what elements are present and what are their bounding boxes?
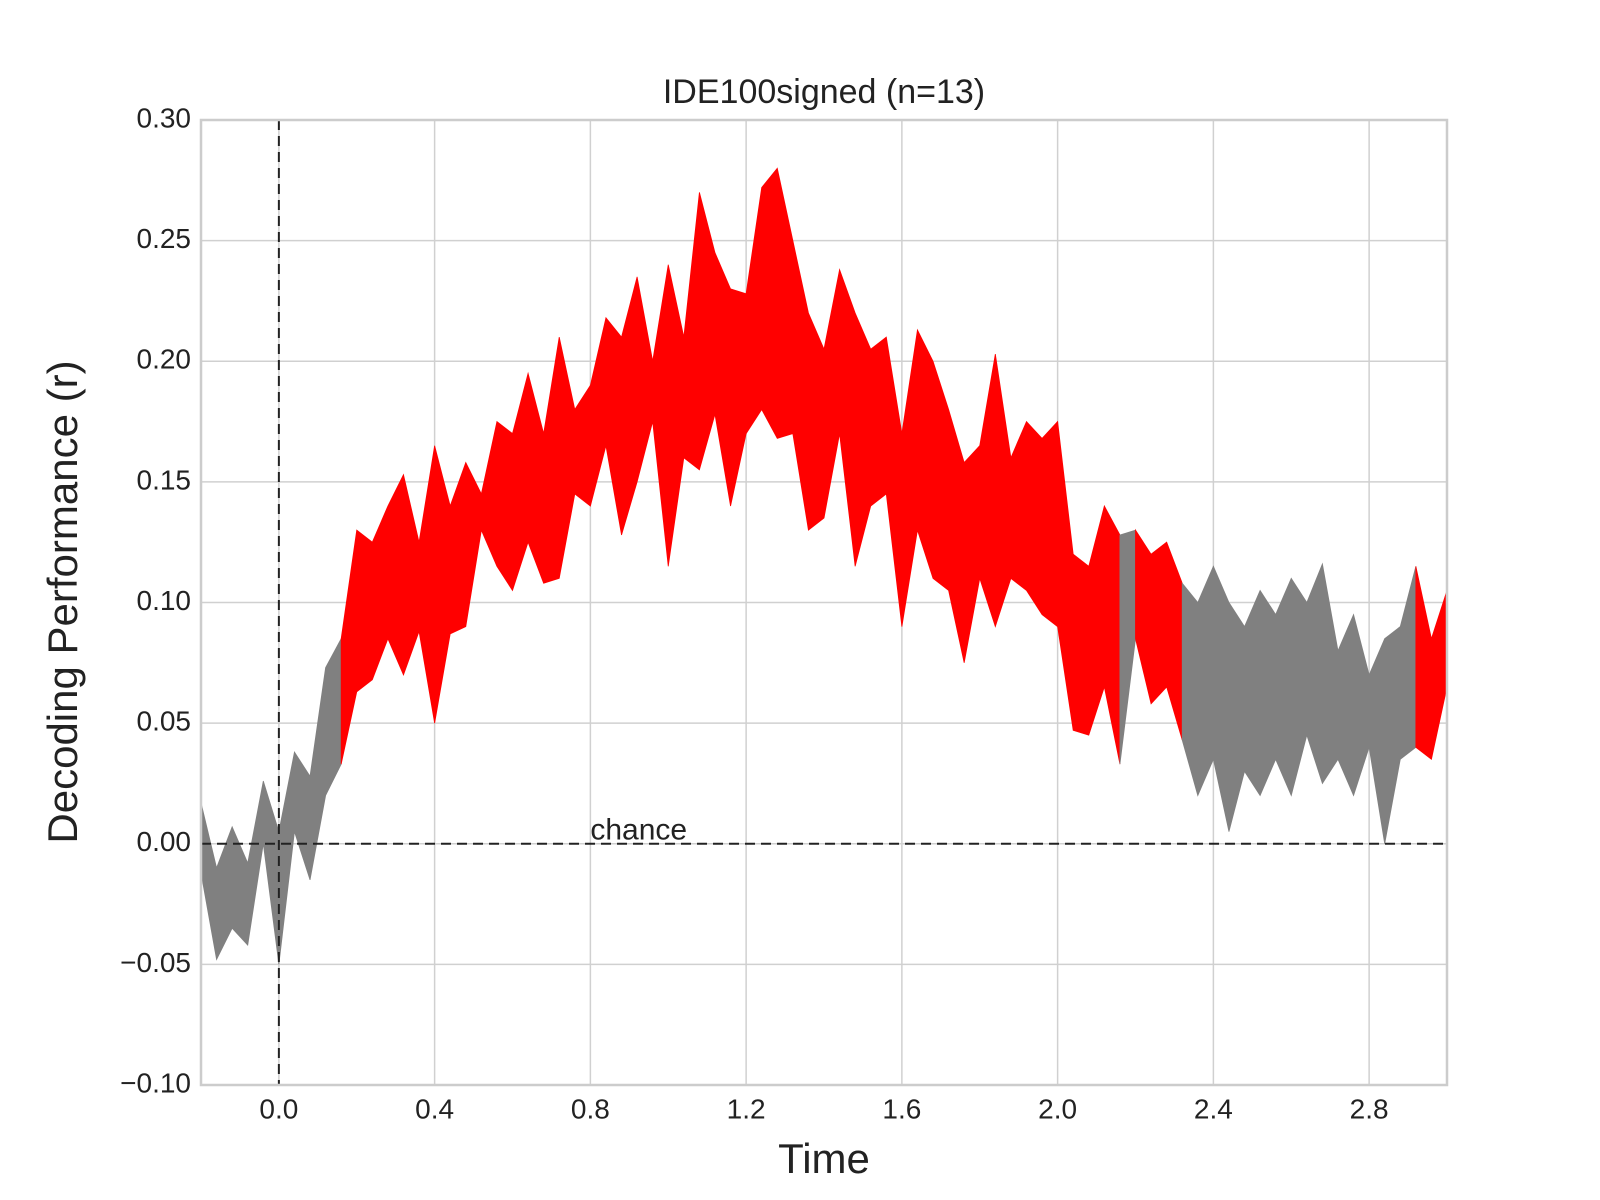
y-tick-label: 0.00 — [137, 826, 192, 857]
x-tick-label: 0.4 — [415, 1093, 454, 1124]
x-tick-label: 2.8 — [1350, 1093, 1389, 1124]
band-segment — [1119, 529, 1136, 765]
y-tick-label: 0.30 — [137, 102, 192, 133]
y-tick-label: 0.25 — [137, 223, 192, 254]
band-segment — [1135, 528, 1183, 741]
band-segment — [200, 638, 342, 965]
chart-title: IDE100signed (n=13) — [663, 73, 985, 111]
x-tick-label: 0.0 — [259, 1093, 298, 1124]
x-tick-label: 2.0 — [1038, 1093, 1077, 1124]
x-tick-label: 1.2 — [727, 1093, 766, 1124]
x-axis-label: Time — [778, 1135, 870, 1182]
y-tick-label: 0.10 — [137, 585, 192, 616]
band-segment — [340, 167, 1121, 765]
y-tick-label: 0.05 — [137, 706, 192, 737]
band-segment — [1415, 566, 1448, 761]
y-axis-label: Decoding Performance (r) — [39, 360, 86, 843]
y-tick-label: −0.05 — [120, 947, 191, 978]
annotation: chance — [590, 814, 687, 847]
y-tick-label: 0.20 — [137, 344, 192, 375]
x-tick-label: 0.8 — [571, 1093, 610, 1124]
y-tick-label: −0.10 — [120, 1067, 191, 1098]
band-segment — [1181, 562, 1417, 844]
y-tick-label: 0.15 — [137, 464, 192, 495]
x-tick-label: 2.4 — [1194, 1093, 1233, 1124]
x-tick-label: 1.6 — [882, 1093, 921, 1124]
plot-frame — [199, 118, 1449, 1087]
